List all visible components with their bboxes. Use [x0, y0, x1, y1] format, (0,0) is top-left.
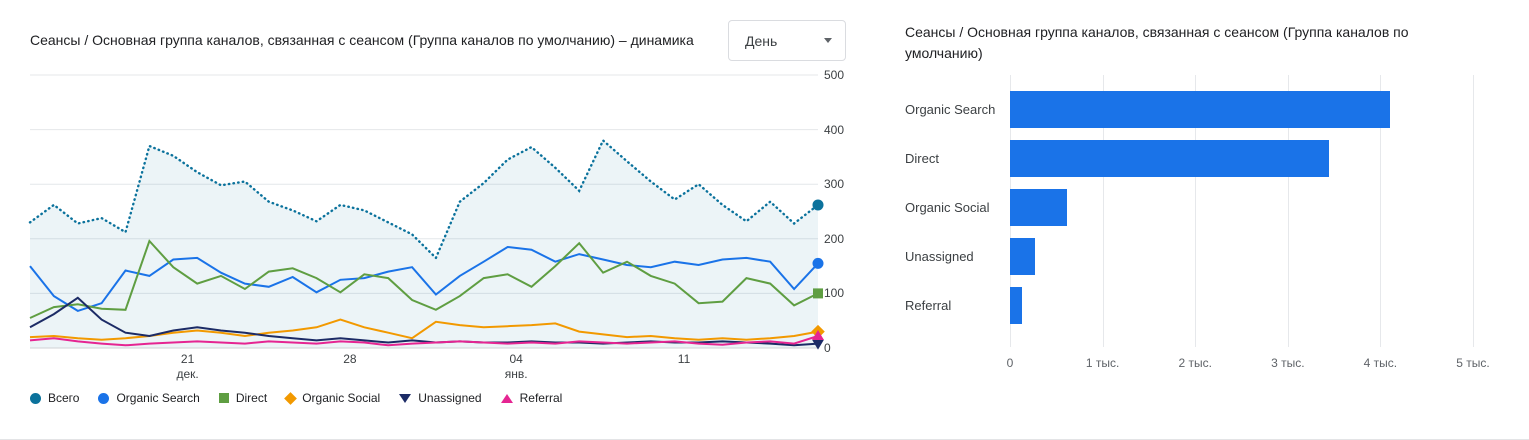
x-axis-label: 04 янв.: [504, 352, 528, 381]
bar-row-referral: Referral: [905, 281, 1473, 330]
bar-row-direct: Direct: [905, 134, 1473, 183]
bar-track: [1010, 189, 1473, 226]
bar-x-axis-label: 0: [1006, 356, 1014, 370]
legend-label: Organic Search: [116, 391, 200, 405]
y-axis-label: 300: [824, 177, 845, 192]
x-axis-label: 28: [343, 352, 357, 366]
legend-label: Всего: [48, 391, 80, 405]
bar-chart-title: Сеансы / Основная группа каналов, связан…: [905, 24, 1409, 61]
bar-organic-social[interactable]: [1010, 189, 1068, 226]
circle-marker-icon: [98, 392, 110, 404]
y-axis-label: 200: [824, 231, 845, 246]
bar-x-axis-label: 4 тыс.: [1363, 356, 1398, 370]
legend-item-unassigned: Unassigned: [399, 391, 482, 405]
dropdown-arrow-icon: [824, 38, 832, 43]
legend-label: Referral: [519, 391, 563, 405]
triangle-down-marker-icon: [399, 393, 412, 403]
bar-gridline: [1195, 75, 1197, 347]
bar-unassigned[interactable]: [1010, 238, 1035, 275]
bar-category-label: Referral: [905, 298, 952, 313]
triangle-up-marker-icon: [500, 393, 513, 403]
circle-marker-icon: [30, 392, 41, 404]
bar-track: [1010, 140, 1473, 177]
granularity-dropdown[interactable]: День: [728, 20, 846, 61]
bar-gridline: [1473, 75, 1474, 347]
series-line-direct: [29, 239, 819, 319]
legend-item-organic-social: Organic Social: [284, 391, 381, 405]
series-endpoint-referral: [812, 329, 824, 340]
bar-row-organic-social: Organic Social: [905, 183, 1473, 232]
bar-track: [1010, 238, 1473, 275]
x-axis-label: 21 дек.: [176, 352, 199, 381]
bar-gridline: [1380, 75, 1382, 347]
bar-gridline: [1287, 75, 1289, 347]
square-marker-icon: [218, 393, 229, 403]
y-axis-label: 100: [824, 286, 845, 301]
legend-item-total: Всего: [30, 391, 79, 405]
granularity-value: День: [745, 32, 778, 49]
series-line-referral: [29, 335, 819, 347]
bar-x-axis-label: 3 тыс.: [1271, 356, 1305, 370]
diamond-marker-icon: [284, 391, 298, 405]
bar-row-organic-search: Organic Search: [905, 85, 1473, 134]
legend-label: Unassigned: [418, 391, 482, 405]
bar-track: [1010, 287, 1473, 324]
bar-gridline: [1102, 75, 1104, 347]
legend-label: Direct: [235, 391, 268, 405]
bar-chart-x-axis: 0 1 тыс. 2 тыс. 3 тыс. 4 тыс. 5 тыс.: [1006, 356, 1490, 372]
series-endpoint-unassigned: [812, 339, 824, 350]
y-axis-label: 0: [824, 341, 831, 355]
series-line-organic-social: [29, 318, 819, 341]
series-endpoint-organic-search: [812, 257, 824, 269]
line-chart-x-axis: 21 дек. 28 04 янв. 11: [30, 352, 818, 386]
series-endpoint-total: [812, 199, 824, 211]
bar-x-axis-label: 2 тыс.: [1178, 356, 1212, 370]
line-chart: [28, 74, 825, 350]
legend-item-direct: Direct: [218, 391, 268, 405]
legend-item-referral: Referral: [500, 391, 563, 405]
trend-chart-title: Сеансы / Основная группа каналов, связан…: [30, 32, 694, 48]
bar-category-label: Direct: [905, 151, 939, 166]
bar-category-label: Unassigned: [905, 249, 974, 264]
legend-item-organic-search: Organic Search: [98, 391, 200, 405]
bar-organic-search[interactable]: [1010, 91, 1390, 128]
bar-track: [1010, 91, 1473, 128]
series-endpoint-direct: [813, 288, 823, 299]
bar-direct[interactable]: [1010, 140, 1330, 177]
channels-bar-card: Сеансы / Основная группа каналов, связан…: [905, 0, 1490, 440]
bar-category-label: Organic Social: [905, 200, 990, 215]
bar-x-axis-label: 1 тыс.: [1085, 356, 1120, 370]
bar-category-label: Organic Search: [905, 102, 996, 117]
chart-legend: Всего Organic Search Direct Organic Social U…: [30, 391, 562, 405]
y-axis-label: 400: [824, 122, 845, 137]
y-axis-label: 500: [824, 68, 845, 82]
x-axis-label: 11: [677, 352, 691, 366]
bar-row-unassigned: Unassigned: [905, 232, 1473, 281]
bar-chart-rows: Organic Search Direct Organic Social Unassi…: [905, 85, 1473, 330]
total-area-fill: [30, 140, 818, 348]
legend-label: Organic Social: [302, 391, 381, 405]
bar-referral[interactable]: [1010, 287, 1023, 324]
sessions-trend-card: Сеансы / Основная группа каналов, связан…: [28, 0, 860, 440]
line-chart-canvas[interactable]: [28, 74, 825, 350]
bar-x-axis-label: 5 тыс.: [1456, 356, 1490, 370]
series-line-organic-search: [29, 245, 819, 312]
bar-chart: Organic Search Direct Organic Social Unassi…: [905, 75, 1490, 385]
line-chart-y-axis: 0 100 200 300 400 500: [824, 68, 864, 355]
